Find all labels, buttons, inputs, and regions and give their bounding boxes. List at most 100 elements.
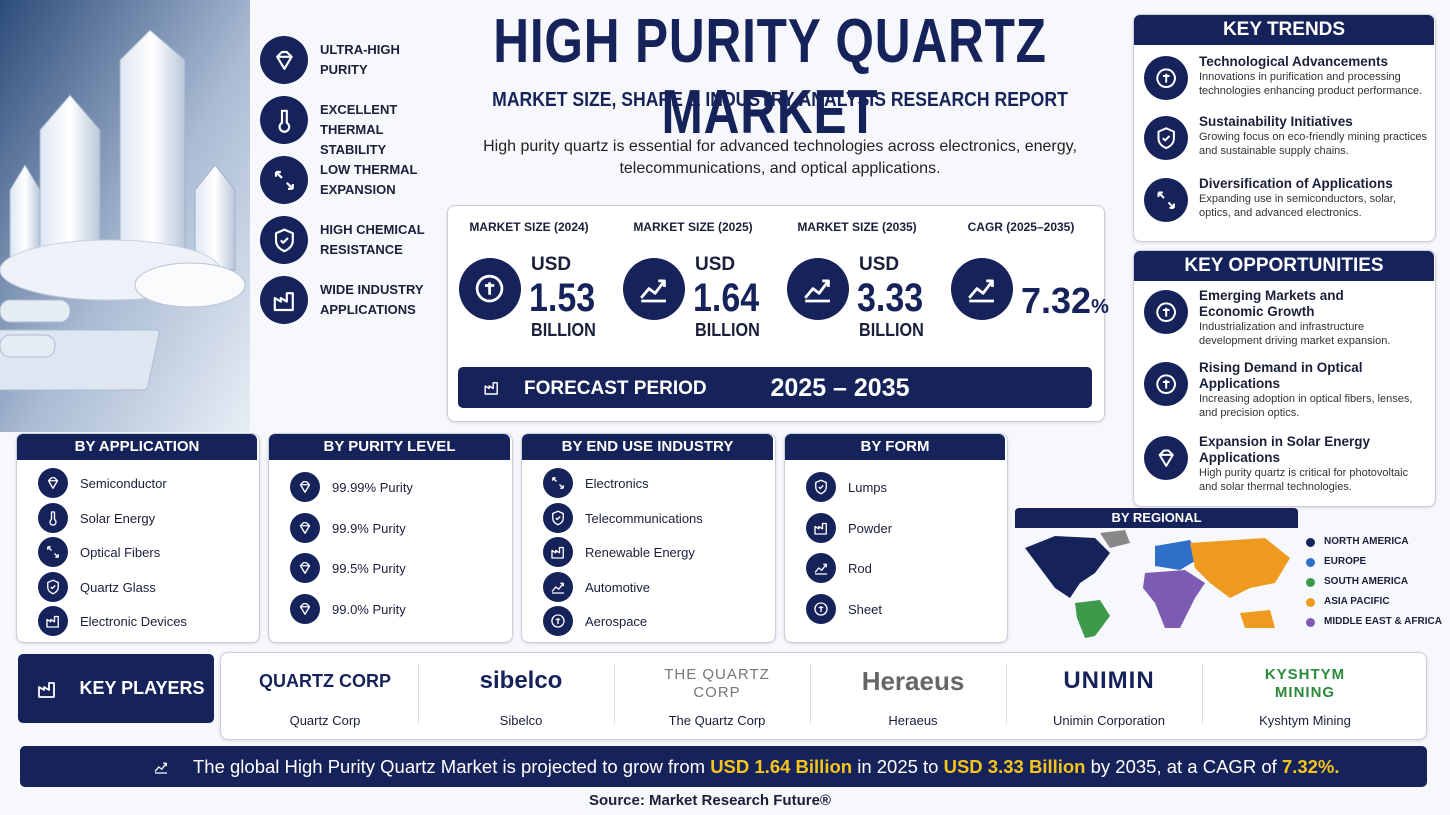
player-logo-line: THE QUARTZ bbox=[664, 666, 770, 683]
segment-icon bbox=[543, 537, 573, 567]
side-icon bbox=[1144, 116, 1188, 160]
icon-path bbox=[552, 477, 564, 489]
icon-glyph bbox=[551, 582, 564, 594]
regional-header: BY REGIONAL bbox=[1015, 508, 1298, 528]
side-item-text: Industrialization and infrastructure dev… bbox=[1199, 321, 1391, 347]
title: HIGH PURITY QUARTZ MARKET bbox=[493, 7, 1047, 147]
metric-prefix: USD bbox=[695, 254, 736, 275]
feature-label: EXCELLENT THERMAL STABILITY bbox=[320, 102, 398, 157]
icon-path bbox=[814, 522, 827, 535]
icon-glyph bbox=[814, 522, 827, 535]
feature-label: WIDE INDUSTRY APPLICATIONS bbox=[320, 282, 424, 317]
map-region bbox=[1155, 540, 1200, 570]
icon-glyph bbox=[1157, 191, 1175, 209]
map-region bbox=[1143, 570, 1205, 628]
metric-label: MARKET SIZE (2024) bbox=[469, 220, 589, 234]
footer-icon bbox=[146, 752, 176, 782]
segment-item: Optical Fibers bbox=[80, 545, 161, 560]
player-logo-line: KYSHTYM bbox=[1264, 666, 1346, 683]
players-panel bbox=[220, 652, 1427, 740]
feature-icon bbox=[260, 216, 308, 264]
player-logo: sibelco bbox=[426, 667, 616, 694]
footer-text: The global High Purity Quartz Market is … bbox=[150, 756, 1450, 778]
segment-icon bbox=[38, 571, 68, 602]
icon-path bbox=[299, 481, 311, 493]
side-icon bbox=[1144, 178, 1188, 222]
icon-glyph bbox=[47, 546, 59, 558]
icon-path bbox=[1157, 127, 1175, 149]
footer-highlight: USD 1.64 Billion bbox=[710, 756, 853, 777]
metric-label: MARKET SIZE (2035) bbox=[797, 220, 917, 234]
metric-icon bbox=[623, 258, 685, 320]
calendar-icon bbox=[476, 372, 508, 404]
icon-path bbox=[968, 279, 995, 303]
segment-item: 99.9% Purity bbox=[332, 520, 406, 536]
player-logo: THE QUARTZ CORP bbox=[622, 666, 812, 702]
map-region bbox=[1190, 538, 1290, 628]
player-logo-line: sibelco bbox=[479, 667, 563, 694]
subtitle: MARKET SIZE, SHARE & INDUSTRY ANALYSIS R… bbox=[492, 89, 1068, 111]
footer-highlight: 7.32%. bbox=[1281, 756, 1340, 777]
icon-glyph bbox=[46, 615, 59, 628]
forecast-value: 2025 – 2035 bbox=[770, 374, 910, 402]
icon-path bbox=[38, 681, 56, 698]
icon-glyph bbox=[274, 170, 294, 190]
icon-path bbox=[47, 477, 59, 489]
player-logo: KYSHTYM MINING bbox=[1210, 666, 1400, 702]
segment-item: Electronics bbox=[585, 476, 649, 491]
side-header: KEY TRENDS bbox=[1134, 15, 1434, 45]
segment-icon bbox=[290, 593, 320, 624]
icon-path bbox=[275, 50, 293, 70]
side-item-text: High purity quartz is critical for photo… bbox=[1199, 467, 1409, 493]
feature-icon bbox=[260, 36, 308, 84]
side-item-title: Sustainability Initiatives bbox=[1199, 114, 1353, 129]
footer-highlight: USD 3.33 Billion bbox=[943, 756, 1086, 777]
icon-path bbox=[299, 521, 311, 534]
side-item-title: Emerging Markets and Economic Growth bbox=[1199, 288, 1344, 319]
legend-swatch bbox=[1306, 578, 1315, 587]
key-players-button: KEY PLAYERS bbox=[18, 654, 214, 723]
metric-icon bbox=[951, 258, 1013, 320]
icon-path bbox=[274, 228, 294, 252]
icon-glyph bbox=[1156, 68, 1176, 88]
icon-glyph bbox=[551, 614, 565, 628]
feature-icon bbox=[260, 96, 308, 144]
feature-label: HIGH CHEMICAL RESISTANCE bbox=[320, 222, 425, 257]
description: High purity quartz is essential for adva… bbox=[483, 138, 1077, 177]
feature-icon bbox=[260, 276, 308, 324]
icon-path bbox=[551, 546, 564, 559]
side-icon bbox=[1144, 56, 1188, 100]
players-divider bbox=[418, 664, 419, 724]
footer-part: by 2035, at a CAGR of bbox=[1090, 756, 1277, 777]
player-name: Unimin Corporation bbox=[1053, 713, 1165, 728]
icon-glyph bbox=[551, 546, 564, 559]
icon-path bbox=[551, 614, 565, 628]
side-item-title: Technological Advancements bbox=[1199, 54, 1389, 69]
players-divider bbox=[1202, 664, 1203, 724]
icon-path bbox=[1156, 302, 1176, 322]
source: Source: Market Research Future® bbox=[589, 792, 831, 809]
segment-item: Automotive bbox=[585, 579, 651, 595]
icon-path bbox=[154, 762, 167, 774]
segment-icon bbox=[38, 606, 68, 636]
metric-value: 7.32 bbox=[1021, 280, 1092, 321]
side-item-text: Innovations in purification and processi… bbox=[1199, 71, 1423, 97]
forecast-bar bbox=[458, 367, 1092, 408]
player-name: Quartz Corp bbox=[289, 713, 361, 728]
icon-glyph bbox=[299, 602, 311, 615]
player-logo-line: MINING bbox=[1274, 684, 1336, 701]
icon-glyph bbox=[814, 563, 827, 575]
segment-item: Sheet bbox=[848, 601, 882, 617]
icon-glyph bbox=[278, 109, 290, 133]
world-map bbox=[1025, 530, 1290, 638]
player-name: Sibelco bbox=[499, 713, 543, 728]
segment-item: Electronic Devices bbox=[80, 614, 187, 629]
metric-icon bbox=[459, 258, 521, 320]
metric-value: 1.53 bbox=[529, 276, 596, 320]
icon-glyph bbox=[484, 382, 499, 396]
icon-path bbox=[299, 562, 311, 574]
metric-label: MARKET SIZE (2025) bbox=[633, 220, 753, 234]
icon-glyph bbox=[47, 477, 59, 489]
icon-glyph bbox=[552, 477, 564, 489]
segment-icon bbox=[806, 593, 836, 624]
